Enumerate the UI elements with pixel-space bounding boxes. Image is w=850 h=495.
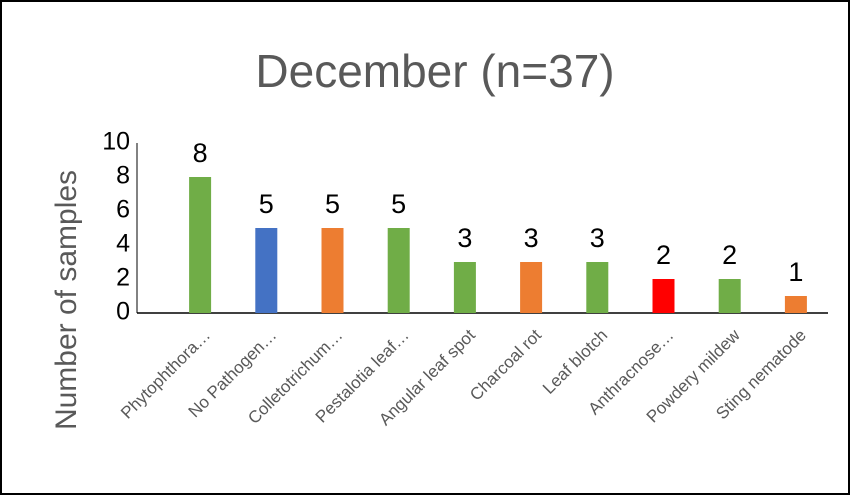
data-label: 5	[325, 189, 340, 219]
data-label: 3	[524, 223, 539, 253]
bar	[321, 228, 344, 313]
data-label: 8	[193, 138, 208, 168]
bar	[586, 262, 609, 313]
bar	[784, 296, 807, 313]
bar	[453, 262, 476, 313]
bar	[255, 228, 278, 313]
y-tick-label: 2	[116, 264, 130, 292]
bar	[652, 279, 675, 313]
data-label: 5	[391, 189, 406, 219]
data-label: 3	[457, 223, 472, 253]
y-tick-label: 4	[116, 230, 130, 258]
bar	[387, 228, 410, 313]
bar	[718, 279, 741, 313]
bar	[520, 262, 543, 313]
y-tick-label: 6	[116, 196, 130, 224]
data-label: 2	[722, 240, 737, 270]
data-label: 3	[590, 223, 605, 253]
y-tick-label: 0	[116, 298, 130, 326]
y-tick-label: 10	[102, 128, 130, 156]
bar	[189, 177, 212, 313]
y-axis-label: Number of samples	[50, 170, 83, 430]
data-label: 5	[259, 189, 274, 219]
y-tick-label: 8	[116, 162, 130, 190]
chart-title: December (n=37)	[255, 45, 614, 97]
data-label: 2	[656, 240, 671, 270]
data-label: 1	[788, 257, 803, 287]
